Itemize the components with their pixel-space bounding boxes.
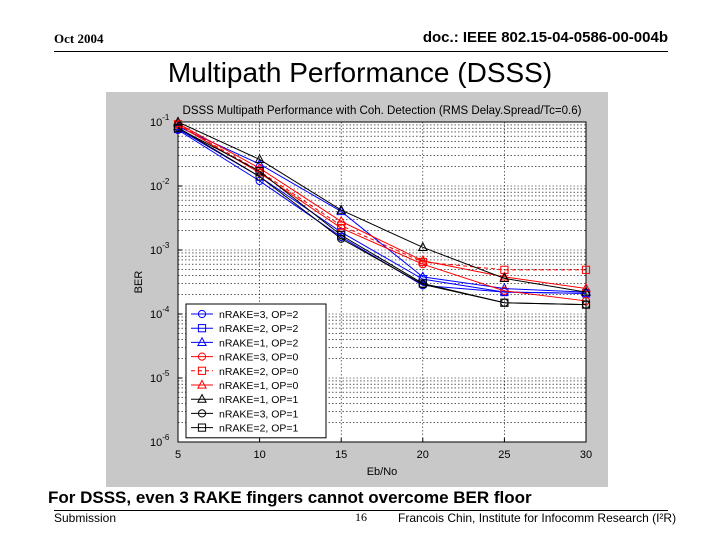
chart-frame: 5 10 15 20 25 30 10-1 10-2 10-3 10-4 10-5 10-6 DSSS …: [106, 92, 608, 487]
series-line: [177, 121, 587, 293]
legend-marker: [197, 379, 207, 389]
legend-label: nRAKE=3, OP=1: [219, 408, 299, 420]
series-9: [173, 124, 591, 309]
series-line: [177, 127, 587, 306]
y-tick-label: 10-2: [150, 177, 170, 193]
legend-label: nRAKE=1, OP=0: [219, 380, 299, 392]
data-point: [581, 265, 591, 274]
x-tick-label: 10: [253, 449, 265, 461]
legend-marker: [197, 366, 207, 375]
legend-marker: [197, 309, 207, 319]
header-divider: [54, 51, 668, 52]
legend-marker: [197, 336, 207, 346]
data-point: [255, 176, 264, 186]
legend-label: nRAKE=2, OP=1: [219, 423, 299, 435]
data-point: [336, 215, 347, 225]
x-tick-label: 30: [580, 449, 592, 461]
data-point: [254, 153, 265, 164]
data-point: [173, 124, 183, 133]
legend-label: nRAKE=2, OP=0: [219, 366, 299, 378]
y-tick-label: 10-4: [150, 305, 170, 321]
data-point: [417, 255, 428, 265]
x-tick-label: 20: [417, 449, 429, 461]
slide-caption: For DSSS, even 3 RAKE fingers cannot ove…: [48, 488, 532, 507]
legend-marker: [197, 324, 207, 333]
legend-label: nRAKE=3, OP=0: [219, 352, 299, 364]
y-tick-label: 10-6: [150, 433, 170, 449]
series-line: [177, 124, 587, 302]
x-tick-label: 5: [175, 449, 181, 461]
legend-marker: [197, 423, 207, 432]
data-point: [255, 172, 264, 181]
x-axis-label: Eb/No: [367, 466, 398, 478]
legend-marker: [197, 409, 207, 418]
data-point: [499, 271, 510, 281]
y-axis-label: BER: [133, 271, 145, 294]
y-tick-label: 10-3: [150, 241, 170, 257]
footer-author: Francois Chin, Institute for Infocomm Re…: [398, 511, 677, 525]
header-date: Oct 2004: [54, 31, 104, 46]
data-point: [255, 167, 264, 176]
data-point: [499, 272, 510, 282]
footer-page-number: 16: [355, 510, 367, 524]
data-point: [500, 298, 509, 307]
header-doc-id: doc.: IEEE 802.15-04-0586-00-004b: [422, 29, 668, 46]
series-7: [173, 116, 591, 296]
axes-frame: [177, 121, 587, 443]
legend-label: nRAKE=1, OP=1: [219, 394, 299, 406]
slide-title: Multipath Performance (DSSS): [167, 57, 553, 88]
legend-box: [185, 303, 327, 439]
y-tick-label: 10-5: [150, 369, 170, 385]
x-tick-label: 15: [335, 449, 347, 461]
data-point: [417, 241, 428, 251]
data-point: [337, 221, 346, 230]
chart-title: DSSS Multipath Performance with Coh. Det…: [183, 105, 582, 117]
x-tick-label: 25: [498, 449, 510, 461]
data-point: [500, 286, 509, 295]
ber-chart: 5 10 15 20 25 30 10-1 10-2 10-3 10-4 10-5 10-6 DSSS …: [133, 105, 592, 478]
legend-marker: [197, 393, 207, 403]
data-point: [336, 204, 347, 214]
data-point: [581, 300, 591, 309]
series-line: [177, 126, 587, 293]
series-line: [177, 123, 586, 271]
legend-label: nRAKE=1, OP=2: [219, 337, 299, 349]
legend-label: nRAKE=2, OP=2: [219, 323, 299, 335]
data-point: [418, 279, 427, 288]
footer-submission: Submission: [54, 511, 117, 525]
legend: nRAKE=3, OP=2 nRAKE=2, OP=2 nRAKE=1, OP=2 n…: [185, 303, 327, 439]
footer-divider: [54, 510, 668, 511]
legend-label: nRAKE=3, OP=2: [219, 309, 299, 321]
data-point: [337, 231, 346, 240]
legend-marker: [197, 352, 207, 361]
data-point: [581, 286, 591, 296]
series-line: [177, 122, 587, 290]
y-tick-label: 10-1: [150, 113, 170, 129]
